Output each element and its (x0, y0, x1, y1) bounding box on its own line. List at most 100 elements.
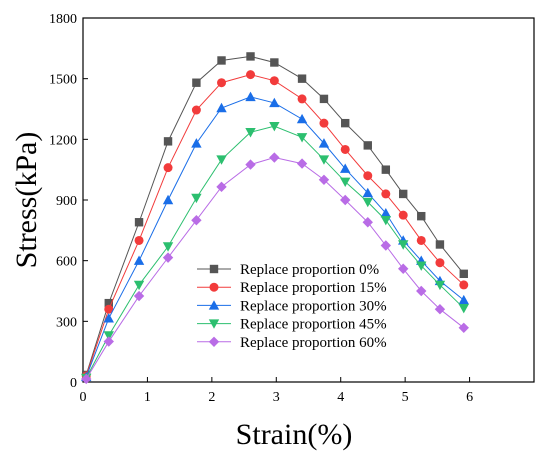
y-tick-label: 300 (56, 315, 77, 330)
data-point (134, 235, 144, 245)
data-point (399, 189, 408, 199)
data-point (340, 163, 351, 173)
data-point (133, 280, 145, 291)
x-tick-label: 0 (80, 390, 87, 405)
data-point (319, 118, 329, 128)
data-point (340, 144, 350, 154)
y-axis-title: Stress(kPa) (10, 132, 43, 269)
data-point (163, 137, 173, 146)
data-point (104, 298, 113, 308)
data-point (398, 240, 409, 250)
data-point (318, 174, 330, 185)
data-point (163, 163, 173, 173)
data-point (217, 78, 227, 88)
y-tick-label: 0 (70, 376, 77, 391)
data-point (318, 138, 330, 148)
series-4 (81, 152, 469, 385)
legend-marker (208, 336, 220, 347)
y-tick-label: 1800 (49, 12, 77, 27)
data-point (162, 242, 174, 252)
data-point (417, 211, 426, 221)
data-point (103, 313, 114, 323)
x-tick-label: 3 (273, 390, 280, 405)
data-point (362, 217, 373, 228)
data-point (103, 331, 114, 341)
y-tick-label: 1500 (49, 73, 77, 88)
legend-label: Replace proportion 60% (240, 335, 387, 351)
data-point (340, 177, 351, 187)
data-point (363, 171, 373, 181)
data-point (319, 94, 329, 104)
x-tick-label: 4 (337, 390, 344, 405)
data-point (191, 193, 202, 204)
data-point (340, 194, 351, 206)
data-point (341, 118, 350, 128)
data-point (245, 128, 256, 138)
data-point (318, 155, 330, 165)
data-point (81, 373, 92, 385)
legend: Replace proportion 0% Replace proportion … (197, 262, 387, 351)
data-point (380, 240, 392, 251)
data-point (133, 255, 145, 265)
x-tick-label: 2 (208, 390, 215, 405)
data-point (434, 304, 446, 315)
x-tick-label: 1 (144, 390, 151, 405)
data-point (191, 105, 201, 115)
data-point (363, 141, 372, 150)
y-tick-label: 600 (56, 255, 77, 270)
data-point (435, 240, 445, 249)
data-point (362, 197, 373, 208)
data-point (380, 216, 392, 226)
data-point (380, 207, 392, 218)
data-point (104, 304, 114, 314)
x-axis-title: Strain(%) (236, 418, 353, 451)
data-point (162, 194, 174, 205)
data-point (296, 133, 308, 143)
data-point (134, 218, 144, 227)
data-point (246, 52, 255, 61)
data-point (381, 165, 391, 174)
data-point (246, 70, 256, 80)
series-3 (81, 121, 469, 384)
x-tick-label: 5 (402, 390, 409, 405)
data-point (217, 56, 226, 65)
data-point (459, 269, 468, 279)
data-point (162, 252, 174, 263)
data-point (296, 113, 308, 124)
data-point (459, 280, 469, 290)
x-tick-label: 6 (466, 390, 473, 405)
data-point (416, 285, 427, 297)
data-point (270, 58, 279, 67)
y-tick-label: 1200 (49, 133, 77, 148)
data-point (103, 336, 114, 347)
data-point (458, 322, 469, 334)
data-point (216, 102, 227, 113)
legend-label: Replace proportion 30% (240, 298, 387, 314)
legend-label: Replace proportion 45% (240, 317, 387, 333)
y-tick-label: 900 (56, 194, 77, 209)
data-point (398, 263, 409, 274)
data-point (245, 91, 256, 102)
data-point (458, 294, 469, 305)
data-point (269, 76, 279, 86)
data-point (416, 235, 426, 245)
data-point (191, 138, 202, 148)
legend-label: Replace proportion 0% (240, 262, 379, 278)
data-point (297, 74, 307, 83)
data-point (216, 181, 227, 193)
data-point (216, 155, 227, 165)
legend-marker (209, 264, 219, 274)
data-point (192, 78, 201, 87)
data-point (245, 159, 256, 170)
data-point (362, 187, 373, 198)
legend-marker (209, 282, 219, 292)
legend-label: Replace proportion 15% (240, 280, 387, 296)
legend-marker (208, 300, 220, 310)
data-point (133, 290, 145, 302)
data-point (296, 158, 308, 169)
data-point (458, 303, 469, 314)
data-point (191, 215, 202, 226)
legend-marker (208, 319, 220, 329)
data-point (297, 94, 307, 104)
